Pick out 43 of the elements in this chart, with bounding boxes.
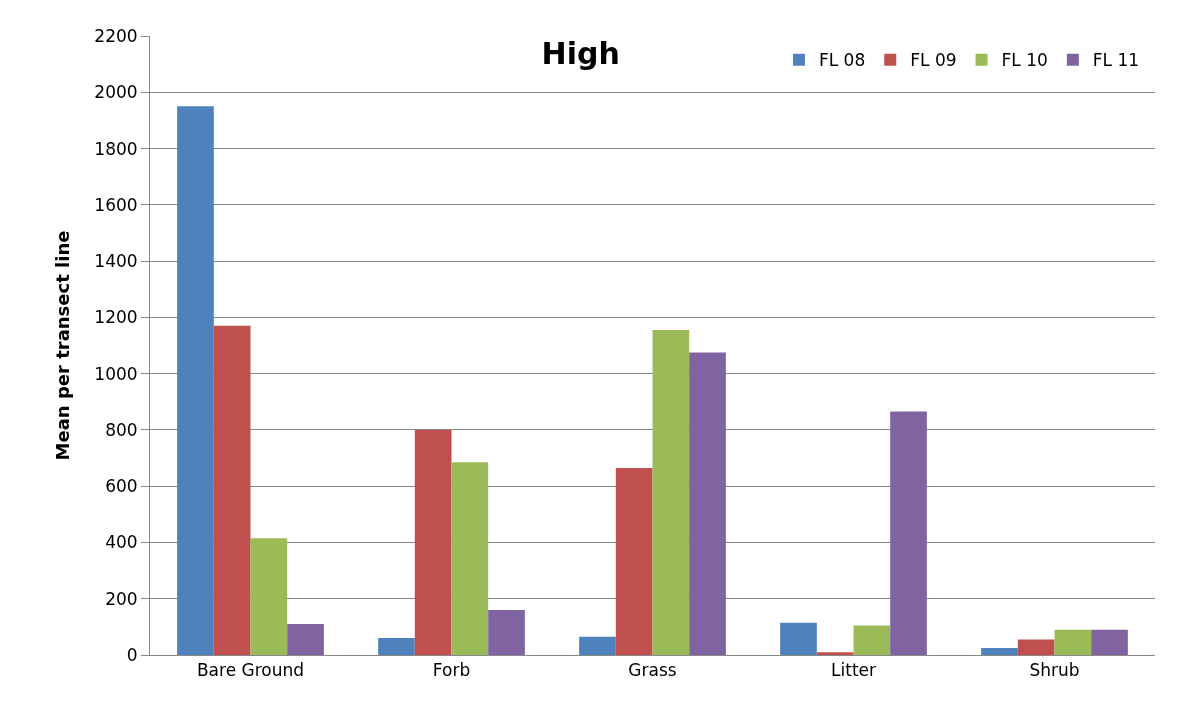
y-axis-title: Mean per transect line bbox=[51, 230, 73, 461]
y-tick-label: 1400 bbox=[94, 251, 138, 272]
bar bbox=[890, 411, 927, 655]
x-tick-label: Forb bbox=[432, 660, 471, 681]
bar bbox=[488, 609, 525, 655]
y-tick-label: 200 bbox=[105, 588, 138, 609]
bar bbox=[981, 647, 1018, 655]
bar bbox=[1054, 629, 1092, 655]
y-tick-label: 1800 bbox=[94, 138, 138, 159]
y-tick-label: 1000 bbox=[94, 363, 138, 384]
y-tick-label: 600 bbox=[105, 476, 138, 497]
bar bbox=[378, 638, 415, 655]
bar bbox=[780, 622, 817, 655]
bar bbox=[451, 462, 489, 655]
y-tick-label: 0 bbox=[126, 644, 138, 665]
bar bbox=[816, 652, 854, 655]
chart-title: High bbox=[541, 36, 620, 72]
legend-label: FL 11 bbox=[1092, 50, 1140, 71]
y-tick-label: 400 bbox=[105, 532, 138, 553]
y-tick-label: 2000 bbox=[94, 82, 138, 103]
bar bbox=[250, 538, 288, 655]
x-tick-label: Litter bbox=[831, 660, 876, 681]
y-tick-label: 800 bbox=[105, 419, 138, 440]
x-tick-label: Grass bbox=[628, 660, 677, 681]
legend-label: FL 09 bbox=[910, 50, 957, 71]
bar bbox=[689, 352, 726, 655]
bar bbox=[414, 429, 452, 655]
legend-label: FL 08 bbox=[818, 50, 866, 71]
y-tick-label: 2200 bbox=[94, 25, 138, 46]
bar bbox=[853, 625, 891, 655]
bar bbox=[615, 467, 653, 655]
bar bbox=[1091, 629, 1128, 655]
legend-label: FL 10 bbox=[1001, 50, 1048, 71]
bar bbox=[652, 330, 690, 655]
x-tick-label: Shrub bbox=[1029, 660, 1080, 681]
bar bbox=[213, 325, 251, 655]
bar bbox=[177, 106, 214, 655]
bar bbox=[579, 636, 616, 655]
y-tick-label: 1200 bbox=[94, 307, 138, 328]
bar bbox=[1017, 639, 1055, 655]
x-tick-label: Bare Ground bbox=[196, 660, 305, 681]
y-tick-label: 1600 bbox=[94, 194, 138, 215]
bar bbox=[287, 624, 324, 655]
